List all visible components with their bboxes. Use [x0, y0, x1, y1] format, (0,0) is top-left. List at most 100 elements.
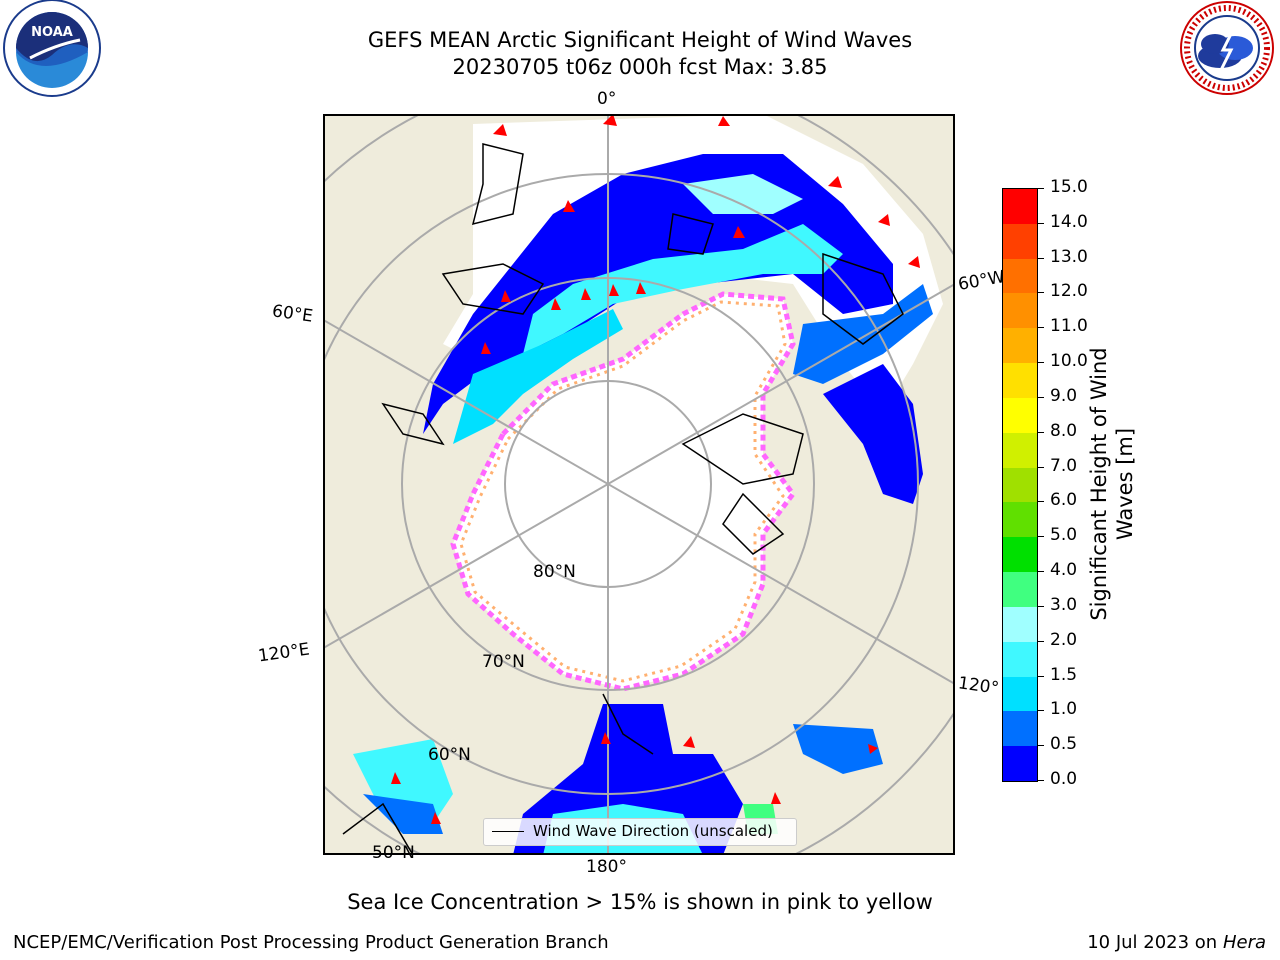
lon-label-0: 0°: [597, 89, 617, 109]
ice-edge-pink: [450, 291, 797, 692]
noaa-logo: NOAA: [0, 0, 105, 100]
coastlines: [342, 143, 904, 855]
colorbar-segment: [1003, 746, 1037, 781]
footer-date: 10 Jul 2023 on Hera: [1087, 932, 1266, 953]
nws-logo: [1175, 0, 1280, 100]
colorbar-tick-mark: [1038, 362, 1044, 364]
wave-field-atlantic-high: [683, 174, 803, 214]
colorbar-tick-label: 10.0: [1050, 351, 1088, 372]
wave-arrow: [501, 290, 511, 302]
map-frame: [323, 114, 955, 855]
footer-date-text: 10 Jul 2023 on: [1087, 932, 1223, 953]
lat-label-60: 60°N: [428, 745, 471, 765]
colorbar-segment: [1003, 258, 1037, 294]
colorbar-tick-label: 0.5: [1050, 734, 1078, 755]
colorbar-tick-mark: [1038, 710, 1044, 712]
map-title: GEFS MEAN Arctic Significant Height of W…: [367, 28, 913, 52]
colorbar-tick-label: 7.0: [1050, 455, 1078, 476]
wave-arrow: [636, 282, 646, 294]
lat-label-50: 50°N: [372, 843, 415, 863]
colorbar-tick-label: 5.0: [1050, 525, 1078, 546]
lon-label-60e: 60°E: [270, 301, 315, 327]
wave-arrow: [493, 124, 507, 136]
colorbar-tick-mark: [1038, 605, 1044, 607]
arctic-ice-pack: [453, 294, 793, 689]
graticule: [323, 114, 955, 855]
ice-edge-orange: [459, 300, 787, 683]
map-legend: Wind Wave Direction (unscaled): [483, 818, 797, 846]
footer-org: NCEP/EMC/Verification Post Processing Pr…: [13, 932, 609, 953]
colorbar-tick-label: 11.0: [1050, 316, 1088, 337]
colorbar-segment: [1003, 432, 1037, 468]
wave-arrow: [551, 298, 561, 310]
wave-arrow: [683, 736, 695, 748]
colorbar-segment: [1003, 363, 1037, 398]
wave-arrow: [828, 176, 842, 188]
wave-arrow: [563, 200, 575, 212]
wave-arrow: [771, 792, 781, 804]
wave-arrow: [733, 226, 745, 238]
colorbar-tick-mark: [1038, 780, 1044, 781]
meridian-120e-60w: [323, 283, 955, 650]
arctic-map: [323, 114, 955, 855]
colorbar-segment: [1003, 467, 1037, 503]
colorbar-tick-mark: [1038, 466, 1044, 468]
colorbar-segment: [1003, 502, 1037, 538]
lon-label-60w: 60°W: [956, 267, 1007, 295]
wave-arrow: [603, 114, 617, 126]
colorbar-tick-label: 3.0: [1050, 594, 1078, 615]
meridian-60e-120w: [323, 318, 955, 685]
colorbar-segment: [1003, 223, 1037, 259]
colorbar-ticks: 0.0 0.5 1.0 1.5 2.0 3.0 4.0 5.0 6.0 7.0 8.0 9.0 10.0…: [1038, 177, 1098, 789]
footer-host: Hera: [1222, 932, 1266, 953]
wave-arrow: [609, 284, 619, 296]
colorbar: [1002, 188, 1038, 782]
legend-line: [492, 831, 524, 832]
wave-arrow: [581, 288, 591, 300]
wave-field-norwegian: [453, 309, 623, 444]
colorbar-segment: [1003, 641, 1037, 677]
map-subtitle: 20230705 t06z 000h fcst Max: 3.85: [452, 55, 828, 79]
colorbar-tick-mark: [1038, 501, 1044, 503]
colorbar-tick-label: 6.0: [1050, 490, 1078, 511]
wave-field-atlantic-mid: [523, 224, 843, 354]
lat-label-70: 70°N: [482, 652, 525, 672]
colorbar-tick-mark: [1038, 640, 1044, 642]
colorbar-tick-mark: [1038, 188, 1044, 189]
colorbar-tick-mark: [1038, 396, 1044, 398]
colorbar-tick-mark: [1038, 292, 1044, 294]
colorbar-tick-mark: [1038, 327, 1044, 329]
colorbar-tick-label: 13.0: [1050, 246, 1088, 267]
colorbar-segment: [1003, 328, 1037, 364]
wave-arrow: [878, 214, 890, 226]
wave-arrow: [908, 256, 920, 268]
lon-label-120e: 120°E: [256, 639, 311, 667]
colorbar-tick-mark: [1038, 222, 1044, 224]
colorbar-segment: [1003, 293, 1037, 329]
wave-direction-arrows: [391, 114, 920, 824]
colorbar-tick-label: 14.0: [1050, 211, 1088, 232]
wave-field-baffin: [823, 364, 923, 504]
lat-label-80: 80°N: [533, 562, 576, 582]
colorbar-tick-mark: [1038, 257, 1044, 259]
colorbar-segment: [1003, 606, 1037, 642]
colorbar-tick-label: 2.0: [1050, 629, 1078, 650]
colorbar-tick-label: 1.5: [1050, 664, 1078, 685]
lon-label-120w: 120°: [956, 673, 1001, 699]
lon-label-180: 180°: [586, 857, 627, 877]
colorbar-tick-mark: [1038, 675, 1044, 677]
colorbar-segment: [1003, 676, 1037, 712]
colorbar-tick-mark: [1038, 571, 1044, 573]
colorbar-segment: [1003, 572, 1037, 607]
colorbar-tick-label: 1.0: [1050, 699, 1078, 720]
colorbar-fill: [1003, 188, 1037, 781]
wave-arrow: [601, 732, 611, 744]
colorbar-tick-mark: [1038, 745, 1044, 747]
wave-arrow: [391, 772, 401, 784]
colorbar-tick-label: 9.0: [1050, 385, 1078, 406]
colorbar-tick-label: 12.0: [1050, 281, 1088, 302]
wave-arrow: [718, 116, 730, 126]
colorbar-label-line1: Significant Height of Wind: [1087, 347, 1111, 621]
legend-label: Wind Wave Direction (unscaled): [533, 822, 773, 840]
colorbar-tick-mark: [1038, 536, 1044, 538]
